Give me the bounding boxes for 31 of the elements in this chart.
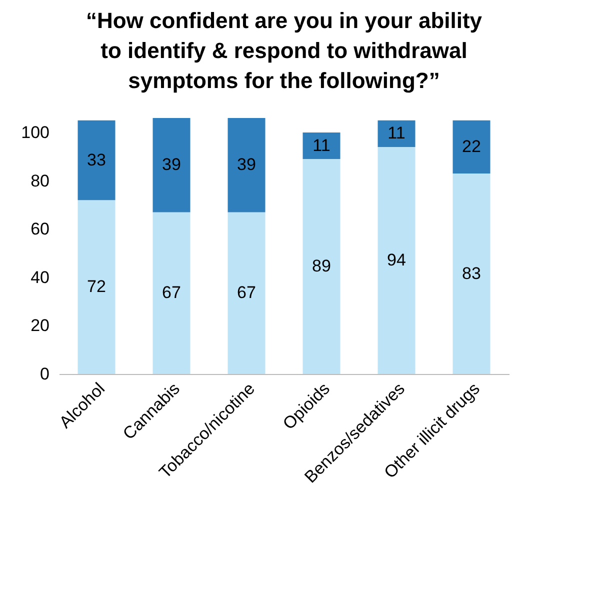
data-label: 39	[237, 155, 256, 174]
y-tick-label: 0	[40, 364, 50, 384]
bar	[302, 132, 340, 160]
data-label: 22	[462, 136, 481, 156]
data-label: 11	[388, 124, 406, 143]
bar	[152, 118, 190, 212]
bar	[78, 200, 116, 374]
data-label: 94	[387, 250, 406, 270]
bar	[78, 120, 116, 200]
data-label: 11	[312, 136, 330, 155]
bar	[452, 120, 490, 174]
bar	[152, 212, 190, 374]
bar	[452, 174, 490, 374]
data-label: 67	[237, 283, 256, 302]
y-tick-label: 100	[21, 122, 50, 142]
y-tick-label: 40	[30, 268, 50, 287]
chart-title: “How confident are you in your ability to identify & respond to withdrawal symptoms for the following?”	[86, 8, 483, 93]
y-tick-label: 80	[30, 171, 50, 190]
bar	[228, 212, 266, 374]
data-label: 72	[87, 277, 106, 296]
data-label: 39	[162, 155, 181, 174]
bar	[378, 120, 416, 147]
data-label: 33	[87, 150, 106, 170]
y-tick-label: 20	[30, 316, 50, 336]
data-label: 89	[312, 256, 331, 276]
data-label: 67	[162, 283, 181, 302]
bar	[378, 146, 416, 374]
y-tick-label: 60	[30, 220, 50, 239]
bar	[302, 159, 340, 374]
bar	[228, 118, 266, 212]
data-label: 83	[462, 264, 481, 283]
